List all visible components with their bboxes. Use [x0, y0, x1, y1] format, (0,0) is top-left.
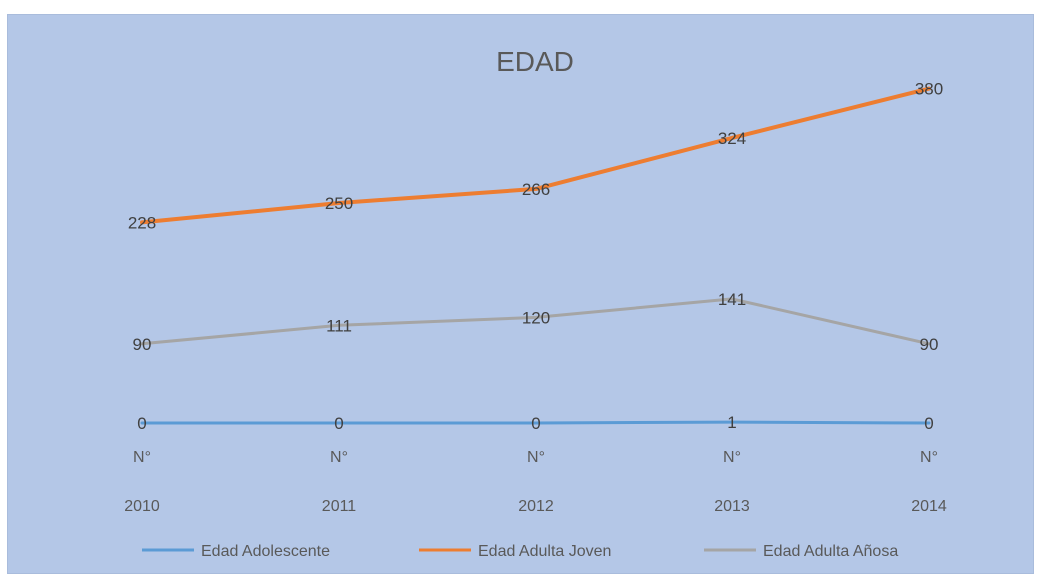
chart-title: EDAD: [496, 46, 574, 77]
x-tick-label: 2013: [714, 498, 750, 515]
x-tick-label: N°: [330, 449, 348, 466]
series-line-3: [140, 297, 931, 346]
series-line-1: [140, 420, 931, 425]
legend-label: Edad Adulta Joven: [478, 543, 611, 560]
data-label: 228: [128, 213, 156, 232]
data-label: 250: [325, 194, 353, 213]
x-tick-label: 2012: [518, 498, 554, 515]
x-tick-label: N°: [527, 449, 545, 466]
legend-label: Edad Adulta Añosa: [763, 543, 898, 560]
data-label: 90: [133, 335, 152, 354]
data-label: 90: [920, 335, 939, 354]
x-tick-label: N°: [133, 449, 151, 466]
data-label: 266: [522, 180, 550, 199]
x-axis: N° 2010 N° 2011 N° 2012 N° 2013 N° 2014: [124, 449, 947, 515]
data-label: 0: [137, 414, 146, 433]
series-lines: [140, 86, 931, 425]
x-tick-label: 2010: [124, 498, 160, 515]
data-label: 120: [522, 308, 550, 327]
data-label: 324: [718, 129, 746, 148]
chart-area: [7, 14, 1034, 574]
data-labels: 0 0 0 1 0 228 250 266 324 380 90 111 120 141 90: [128, 80, 943, 433]
legend-label: Edad Adolescente: [201, 543, 330, 560]
data-label: 141: [718, 290, 746, 309]
legend: Edad Adolescente Edad Adulta Joven Edad Ad…: [142, 543, 898, 560]
series-line-2: [140, 86, 931, 225]
data-label: 0: [531, 414, 540, 433]
x-tick-label: N°: [723, 449, 741, 466]
data-label: 0: [334, 414, 343, 433]
data-label: 380: [915, 80, 943, 99]
x-tick-label: N°: [920, 449, 938, 466]
data-label: 111: [326, 316, 352, 335]
data-label: 1: [727, 413, 736, 432]
x-tick-label: 2014: [911, 498, 947, 515]
data-label: 0: [924, 414, 933, 433]
x-tick-label: 2011: [322, 498, 357, 515]
